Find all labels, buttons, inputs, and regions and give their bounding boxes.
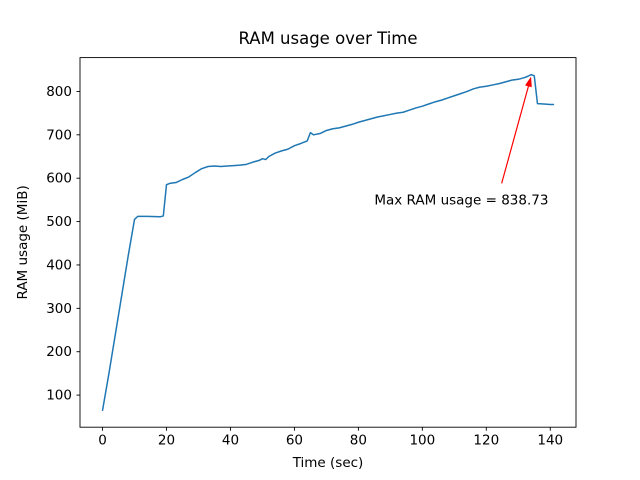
y-tick-label: 700: [46, 127, 72, 143]
x-tick-label: 40: [222, 433, 239, 449]
x-tick-label: 140: [537, 433, 563, 449]
y-tick-label: 100: [46, 388, 72, 404]
y-axis-label: RAM usage (MiB): [15, 185, 31, 299]
annotation-text: Max RAM usage = 838.73: [374, 192, 548, 208]
x-tick-label: 0: [98, 433, 107, 449]
axes-frame: [79, 57, 577, 428]
x-tick-label: 20: [158, 433, 175, 449]
y-tick-label: 300: [46, 301, 72, 317]
x-tick-label: 100: [409, 433, 435, 449]
x-tick-label: 120: [473, 433, 499, 449]
y-tick-label: 600: [46, 171, 72, 187]
x-tick-label: 80: [350, 433, 367, 449]
y-tick-label: 500: [46, 214, 72, 230]
ram-usage-series: [101, 73, 555, 412]
y-tick-label: 800: [46, 84, 72, 100]
y-tick-label: 400: [46, 257, 72, 273]
chart-title: RAM usage over Time: [238, 29, 417, 48]
annotation-arrow-line: [501, 84, 530, 184]
y-tick-label: 200: [46, 344, 72, 360]
annotation-arrow-head: [525, 76, 532, 88]
x-tick-label: 60: [286, 433, 303, 449]
x-axis-label: Time (sec): [292, 455, 364, 471]
